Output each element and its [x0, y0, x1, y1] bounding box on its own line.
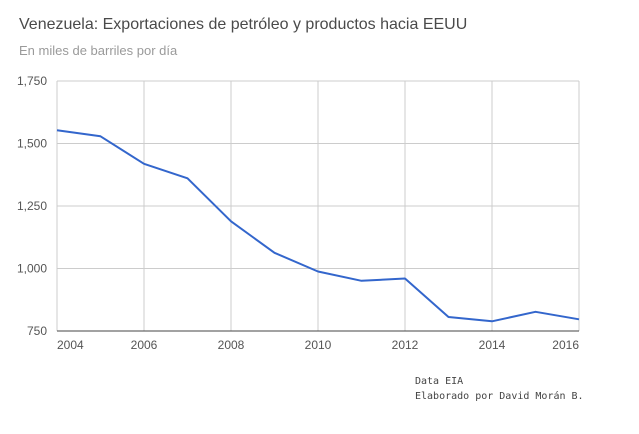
x-tick-label: 2014	[479, 338, 506, 352]
y-tick-label: 1,000	[17, 262, 47, 276]
series-line	[56, 129, 580, 323]
source-note: Data EIA	[415, 376, 464, 387]
y-tick-label: 750	[27, 324, 47, 338]
series-layer	[56, 129, 580, 323]
grid-layer	[56, 80, 580, 331]
y-tick-label: 1,750	[17, 74, 47, 88]
chart-title: Venezuela: Exportaciones de petróleo y p…	[19, 16, 468, 33]
credit-note: Elaborado por David Morán B.	[415, 391, 584, 402]
chart-subtitle: En miles de barriles por día	[19, 43, 178, 58]
x-tick-label: 2006	[131, 338, 158, 352]
x-tick-label: 2004	[57, 338, 84, 352]
x-tick-label: 2016	[552, 338, 579, 352]
x-tick-label: 2008	[218, 338, 245, 352]
y-tick-label: 1,250	[17, 199, 47, 213]
tick-labels: 750 1,000 1,250 1,500 1,750 2004 2006 2008 2010 2…	[17, 74, 579, 352]
x-tick-label: 2010	[305, 338, 332, 352]
x-tick-label: 2012	[392, 338, 419, 352]
y-tick-label: 1,500	[17, 137, 47, 151]
chart-notes: Data EIA Elaborado por David Morán B.	[415, 374, 584, 404]
